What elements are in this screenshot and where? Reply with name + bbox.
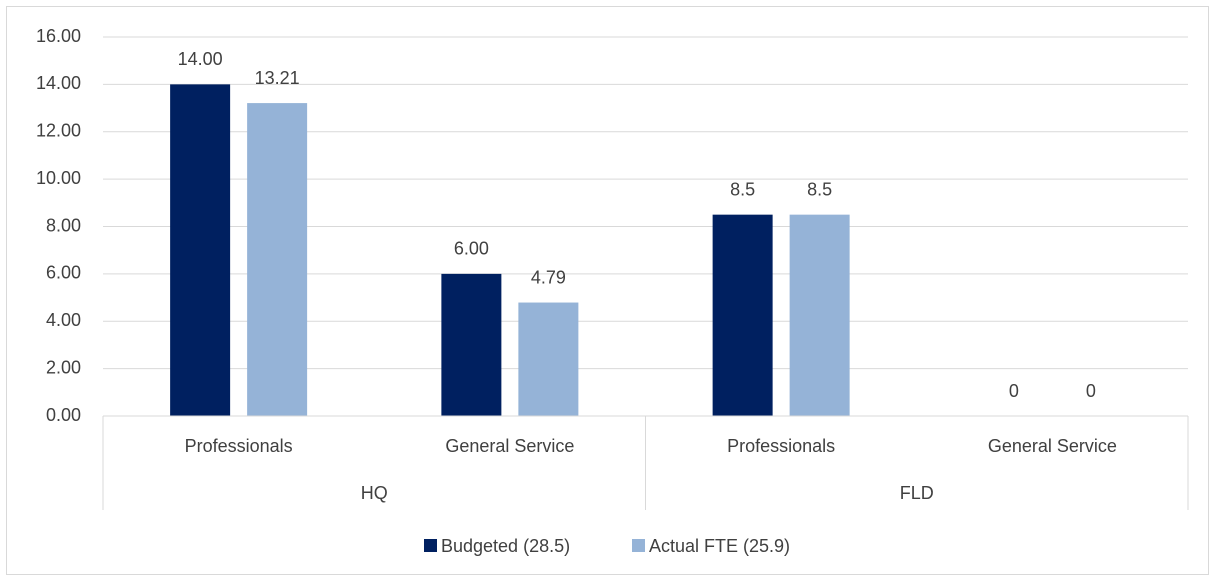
group-label: FLD xyxy=(900,483,934,503)
legend-label: Actual FTE (25.9) xyxy=(649,536,790,556)
y-tick-label: 0.00 xyxy=(46,405,81,425)
y-tick-label: 14.00 xyxy=(36,73,81,93)
y-tick-label: 12.00 xyxy=(36,121,81,141)
legend-swatch xyxy=(424,539,437,552)
y-tick-label: 4.00 xyxy=(46,310,81,330)
data-label: 4.79 xyxy=(531,267,566,287)
x-tick-label: General Service xyxy=(988,436,1117,456)
group-label: HQ xyxy=(361,483,388,503)
x-tick-label: Professionals xyxy=(727,436,835,456)
data-label: 14.00 xyxy=(178,49,223,69)
x-tick-label: General Service xyxy=(445,436,574,456)
data-label: 0 xyxy=(1009,381,1019,401)
data-label: 8.5 xyxy=(807,179,832,199)
x-tick-label: Professionals xyxy=(185,436,293,456)
y-tick-label: 6.00 xyxy=(46,263,81,283)
y-tick-label: 10.00 xyxy=(36,168,81,188)
data-label: 6.00 xyxy=(454,239,489,259)
bar xyxy=(712,214,773,416)
bar xyxy=(170,84,231,416)
bar xyxy=(441,273,502,416)
data-label: 13.21 xyxy=(255,68,300,88)
y-tick-label: 8.00 xyxy=(46,215,81,235)
bar xyxy=(518,302,579,416)
bar xyxy=(247,103,308,416)
data-label: 0 xyxy=(1086,381,1096,401)
legend-swatch xyxy=(632,539,645,552)
legend-label: Budgeted (28.5) xyxy=(441,536,570,556)
y-tick-label: 16.00 xyxy=(36,26,81,46)
data-label: 8.5 xyxy=(730,179,755,199)
bar xyxy=(789,214,850,416)
y-tick-label: 2.00 xyxy=(46,357,81,377)
